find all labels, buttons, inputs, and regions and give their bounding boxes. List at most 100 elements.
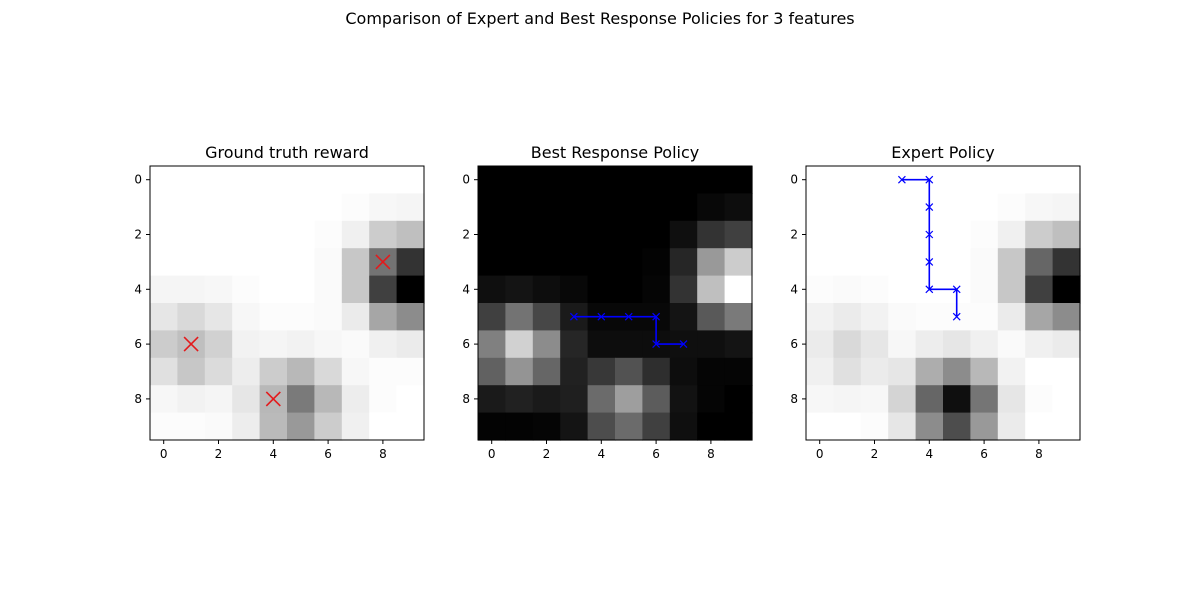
x-tick-label: 2 — [215, 447, 223, 461]
trajectory-point — [897, 175, 906, 184]
heatmap-cell — [259, 275, 288, 304]
heatmap-cell — [806, 193, 834, 222]
heatmap-cell — [287, 330, 315, 359]
heatmap-cell — [150, 275, 178, 304]
heatmap-cell — [532, 220, 561, 249]
heatmap-cell — [833, 303, 862, 331]
heatmap-cell — [478, 385, 506, 414]
heatmap-cell — [970, 357, 999, 386]
heatmap-cell — [615, 220, 643, 249]
heatmap-cell — [369, 330, 398, 359]
x-tick-label: 0 — [816, 447, 824, 461]
heatmap-cell — [1052, 193, 1081, 222]
y-tick-label: 6 — [462, 337, 470, 351]
heatmap-cell — [177, 412, 206, 441]
heatmap-cell — [615, 385, 643, 414]
heatmap-cell — [259, 193, 288, 222]
heatmap-cell — [287, 193, 315, 222]
heatmap-cell — [560, 357, 589, 386]
x-tick-label: 0 — [160, 447, 168, 461]
heatmap-cell — [642, 166, 671, 194]
heatmap-cell — [532, 330, 561, 359]
x-tick-label: 2 — [871, 447, 879, 461]
heatmap-cell — [1052, 303, 1081, 331]
heatmap-cell — [833, 330, 862, 359]
heatmap-cell — [1052, 357, 1081, 386]
heatmap-cell — [806, 357, 834, 386]
heatmap-cell — [587, 330, 616, 359]
heatmap-cell — [532, 357, 561, 386]
heatmap-cell — [505, 303, 534, 331]
heatmap-cell — [806, 385, 834, 414]
heatmap-cell — [259, 330, 288, 359]
heatmap-cell — [259, 248, 288, 277]
heatmap-cell — [615, 275, 643, 304]
panel-best-response-policy: Best Response Policy 0 2 4 6 8 0 2 4 6 8 — [462, 143, 753, 461]
heatmap-cell — [697, 220, 726, 249]
heatmap-cell — [314, 412, 343, 441]
heatmap-cell — [970, 330, 999, 359]
heatmap-cell — [341, 220, 370, 249]
heatmap-cell — [369, 303, 398, 331]
heatmap-cell — [204, 275, 233, 304]
heatmap-cell — [833, 166, 862, 194]
heatmap-cell — [177, 220, 206, 249]
heatmap-cell — [478, 275, 506, 304]
heatmap-cell — [587, 412, 616, 441]
heatmap-cell — [560, 412, 589, 441]
heatmap-cell — [833, 357, 862, 386]
x-tick-label: 6 — [980, 447, 988, 461]
heatmap-cell — [587, 275, 616, 304]
heatmap-cell — [806, 330, 834, 359]
heatmap-cell — [1052, 412, 1081, 441]
heatmap-cell — [369, 193, 398, 222]
heatmap-cell — [232, 193, 261, 222]
heatmap-cell — [287, 357, 315, 386]
heatmap-cell — [369, 220, 398, 249]
heatmap-cell — [833, 220, 862, 249]
heatmap-cell — [177, 248, 206, 277]
heatmap-cell — [806, 220, 834, 249]
axes-frame — [149, 165, 425, 441]
heatmap-cell — [505, 275, 534, 304]
panel-title: Expert Policy — [891, 143, 995, 162]
heatmap-cell — [587, 166, 616, 194]
heatmap-cell — [970, 275, 999, 304]
heatmap-cell — [642, 220, 671, 249]
heatmap-cell — [1025, 220, 1054, 249]
heatmap-cell — [396, 166, 425, 194]
heatmap-cell — [888, 303, 917, 331]
heatmap-cell — [860, 193, 889, 222]
trajectory-point — [569, 312, 578, 321]
heatmap-cell — [587, 385, 616, 414]
heatmap-cell — [669, 166, 698, 194]
heatmap-cell — [532, 248, 561, 277]
heatmap-cell — [669, 220, 698, 249]
heatmap-cell — [396, 248, 425, 277]
heatmap-cell — [204, 220, 233, 249]
heatmap-cell — [369, 412, 398, 441]
heatmap-cell — [560, 166, 589, 194]
heatmap-cell — [1025, 303, 1054, 331]
trajectory-line — [901, 178, 958, 317]
x-tick-label: 0 — [488, 447, 496, 461]
heatmap-cell — [724, 385, 753, 414]
heatmap-cell — [587, 220, 616, 249]
heatmap-cell — [314, 385, 343, 414]
heatmap-cell — [697, 357, 726, 386]
heatmap-cell — [505, 412, 534, 441]
heatmap-cell — [724, 412, 753, 441]
heatmap-cell — [369, 275, 398, 304]
heatmap-cell — [724, 330, 753, 359]
heatmap-cell — [396, 412, 425, 441]
y-tick-label: 6 — [134, 337, 142, 351]
heatmap-cell — [833, 248, 862, 277]
heatmap-cell — [505, 220, 534, 249]
heatmap-cell — [532, 412, 561, 441]
heatmap-cell — [532, 166, 561, 194]
heatmap-cell — [587, 248, 616, 277]
heatmap-cell — [943, 412, 971, 441]
heatmap-cell — [259, 220, 288, 249]
heatmap-cell — [341, 248, 370, 277]
